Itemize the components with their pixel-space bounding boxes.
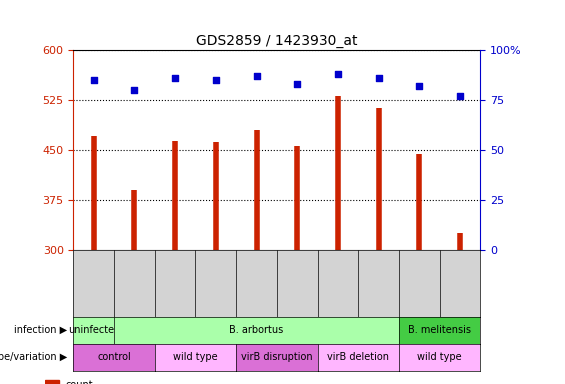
Text: virB deletion: virB deletion (327, 352, 389, 362)
Text: virB disruption: virB disruption (241, 352, 312, 362)
Text: wild type: wild type (173, 352, 218, 362)
Bar (45, 379, 59, 384)
Text: control: control (97, 352, 131, 362)
Point (252, 73, 261, 79)
Point (171, 75, 180, 81)
Point (374, 75, 383, 81)
Point (415, 83, 424, 89)
Text: B. melitensis: B. melitensis (408, 325, 471, 335)
Text: count: count (66, 380, 93, 384)
Title: GDS2859 / 1423930_at: GDS2859 / 1423930_at (196, 33, 358, 48)
Point (130, 87, 139, 93)
Point (333, 71, 342, 77)
Text: B. arbortus: B. arbortus (229, 325, 284, 335)
Text: infection ▶: infection ▶ (14, 325, 67, 335)
Point (455, 93, 464, 99)
Point (293, 81, 302, 87)
Text: wild type: wild type (418, 352, 462, 362)
Point (211, 77, 220, 83)
Text: uninfected: uninfected (68, 325, 120, 335)
Point (89, 77, 98, 83)
Text: genotype/variation ▶: genotype/variation ▶ (0, 352, 67, 362)
